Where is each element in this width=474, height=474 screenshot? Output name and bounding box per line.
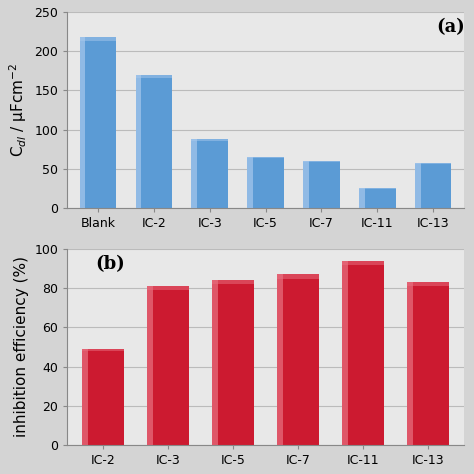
Bar (212, 280, 254, 284)
Bar (407, 283, 449, 445)
Bar (247, 157, 284, 158)
Bar (277, 274, 319, 445)
Bar (303, 161, 340, 208)
Bar (136, 75, 172, 208)
Bar (82, 349, 124, 351)
Bar (147, 286, 189, 445)
Bar (277, 274, 319, 279)
FancyBboxPatch shape (212, 280, 218, 445)
Bar (80, 37, 116, 41)
Bar (247, 157, 284, 208)
FancyBboxPatch shape (247, 157, 253, 208)
Bar (191, 139, 228, 141)
Bar (342, 261, 384, 445)
Bar (147, 286, 189, 290)
Bar (303, 161, 340, 162)
FancyBboxPatch shape (277, 274, 283, 445)
FancyBboxPatch shape (407, 283, 413, 445)
FancyBboxPatch shape (359, 189, 365, 208)
FancyBboxPatch shape (147, 286, 153, 445)
FancyBboxPatch shape (80, 37, 85, 208)
Bar (342, 261, 384, 265)
Text: (b): (b) (95, 255, 125, 273)
FancyBboxPatch shape (342, 261, 348, 445)
Bar (82, 349, 124, 445)
Bar (359, 189, 395, 208)
Bar (80, 37, 116, 208)
Bar (136, 75, 172, 78)
Y-axis label: C$_{dl}$ / μFcm$^{-2}$: C$_{dl}$ / μFcm$^{-2}$ (7, 63, 28, 157)
FancyBboxPatch shape (82, 349, 88, 445)
FancyBboxPatch shape (191, 139, 197, 208)
FancyBboxPatch shape (303, 161, 309, 208)
Bar (407, 283, 449, 286)
Bar (415, 164, 451, 208)
Y-axis label: inhibition efficiency (%): inhibition efficiency (%) (14, 256, 28, 438)
FancyBboxPatch shape (136, 75, 141, 208)
Bar (191, 139, 228, 208)
Bar (212, 280, 254, 445)
FancyBboxPatch shape (415, 164, 420, 208)
Text: (a): (a) (436, 18, 465, 36)
